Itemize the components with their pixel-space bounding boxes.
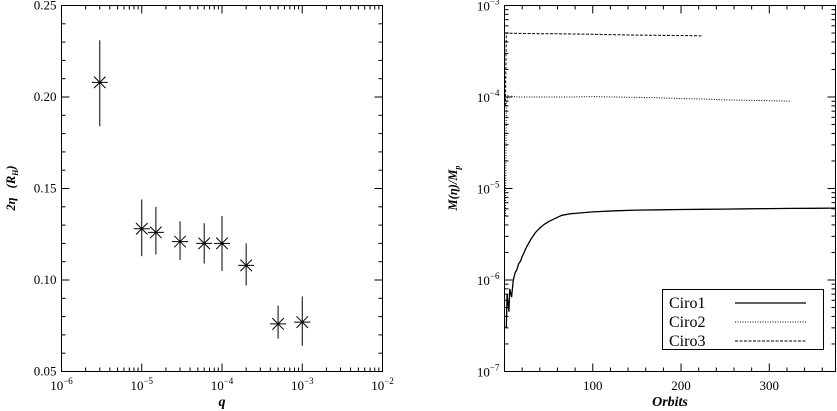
left-y-axis-label-unit-close: )	[4, 165, 18, 170]
asterisk-marker	[214, 237, 230, 250]
data-point	[214, 215, 230, 271]
right-x-tick-label: 300	[760, 378, 780, 393]
right-y-axis-label-main: M(η)/M	[446, 169, 460, 212]
right-y-tick-label: 10−6	[477, 271, 500, 288]
legend: Ciro1 Ciro2 Ciro3	[662, 289, 824, 350]
left-x-tick-label: 10−2	[371, 376, 394, 393]
marker-stroke	[149, 226, 162, 239]
right-y-tick-label: 10−3	[477, 0, 500, 14]
right-y-axis-label-sub: p	[453, 166, 462, 171]
asterisk-marker	[238, 259, 255, 272]
right-y-tick-label: 10−4	[477, 88, 500, 105]
left-y-tick-label: 0.20	[34, 89, 57, 104]
data-point	[270, 305, 287, 339]
marker-stroke	[296, 315, 309, 329]
left-y-tick-label: 0.05	[34, 364, 57, 379]
marker-stroke	[173, 235, 187, 248]
legend-label-ciro2: Ciro2	[669, 314, 705, 331]
left-y-tick-label: 0.15	[34, 181, 57, 196]
marker-stroke	[240, 259, 253, 272]
right-x-tick-label: 100	[583, 378, 603, 393]
left-y-axis-label: 2η (RH)	[4, 165, 20, 211]
data-point	[172, 221, 189, 260]
legend-label-ciro3: Ciro3	[669, 333, 705, 350]
left-x-tick-label: 10−6	[50, 376, 73, 393]
left-y-axis-label-unit-sub: H	[11, 169, 20, 177]
right-y-tick-label: 10−7	[477, 363, 500, 380]
data-point	[294, 296, 311, 346]
left-x-axis-label: q	[219, 395, 226, 410]
series-line-ciro2	[504, 94, 792, 217]
marker-stroke	[93, 76, 106, 89]
panel-right: 100 200 300 10−7 10−6 10−5 10−4 10−3 Orbits M(η…	[446, 0, 836, 410]
left-y-axis-label-unit-base: (R	[4, 176, 18, 189]
data-point	[238, 243, 255, 286]
left-y-tick-label: 0.10	[34, 272, 57, 287]
legend-box	[662, 289, 824, 350]
data-point	[196, 223, 213, 264]
left-y-axis-label-main: 2η	[4, 197, 18, 211]
marker-stroke	[198, 237, 211, 250]
right-x-axis-label: Orbits	[652, 395, 688, 410]
marker-stroke	[215, 237, 229, 250]
panel-left: 10−6 10−5 10−4 10−3 10−2 0.05 0.10 0.15 0.20 0.25…	[4, 0, 394, 410]
data-point	[91, 40, 108, 127]
series-line-ciro3	[504, 31, 704, 106]
left-x-tick-label: 10−5	[130, 376, 153, 393]
left-y-tick-label: 0.25	[34, 0, 57, 13]
asterisk-marker	[147, 226, 164, 239]
left-x-tick-label: 10−4	[211, 376, 234, 393]
series-line-ciro1	[505, 207, 836, 328]
data-point	[133, 199, 150, 257]
right-y-tick-label: 10−5	[477, 180, 500, 197]
left-plot-frame	[61, 5, 383, 372]
marker-stroke	[271, 317, 285, 331]
asterisk-marker	[270, 317, 287, 331]
marker-stroke	[135, 222, 148, 235]
right-x-tick-label: 200	[671, 378, 691, 393]
data-point	[147, 206, 164, 255]
asterisk-marker	[133, 222, 150, 235]
asterisk-marker	[196, 237, 213, 250]
asterisk-marker	[172, 235, 189, 248]
asterisk-marker	[91, 76, 108, 89]
legend-label-ciro1: Ciro1	[669, 295, 705, 312]
left-x-tick-label: 10−3	[291, 376, 314, 393]
asterisk-marker	[294, 315, 311, 329]
right-y-axis-label: M(η)/Mp	[446, 166, 462, 212]
